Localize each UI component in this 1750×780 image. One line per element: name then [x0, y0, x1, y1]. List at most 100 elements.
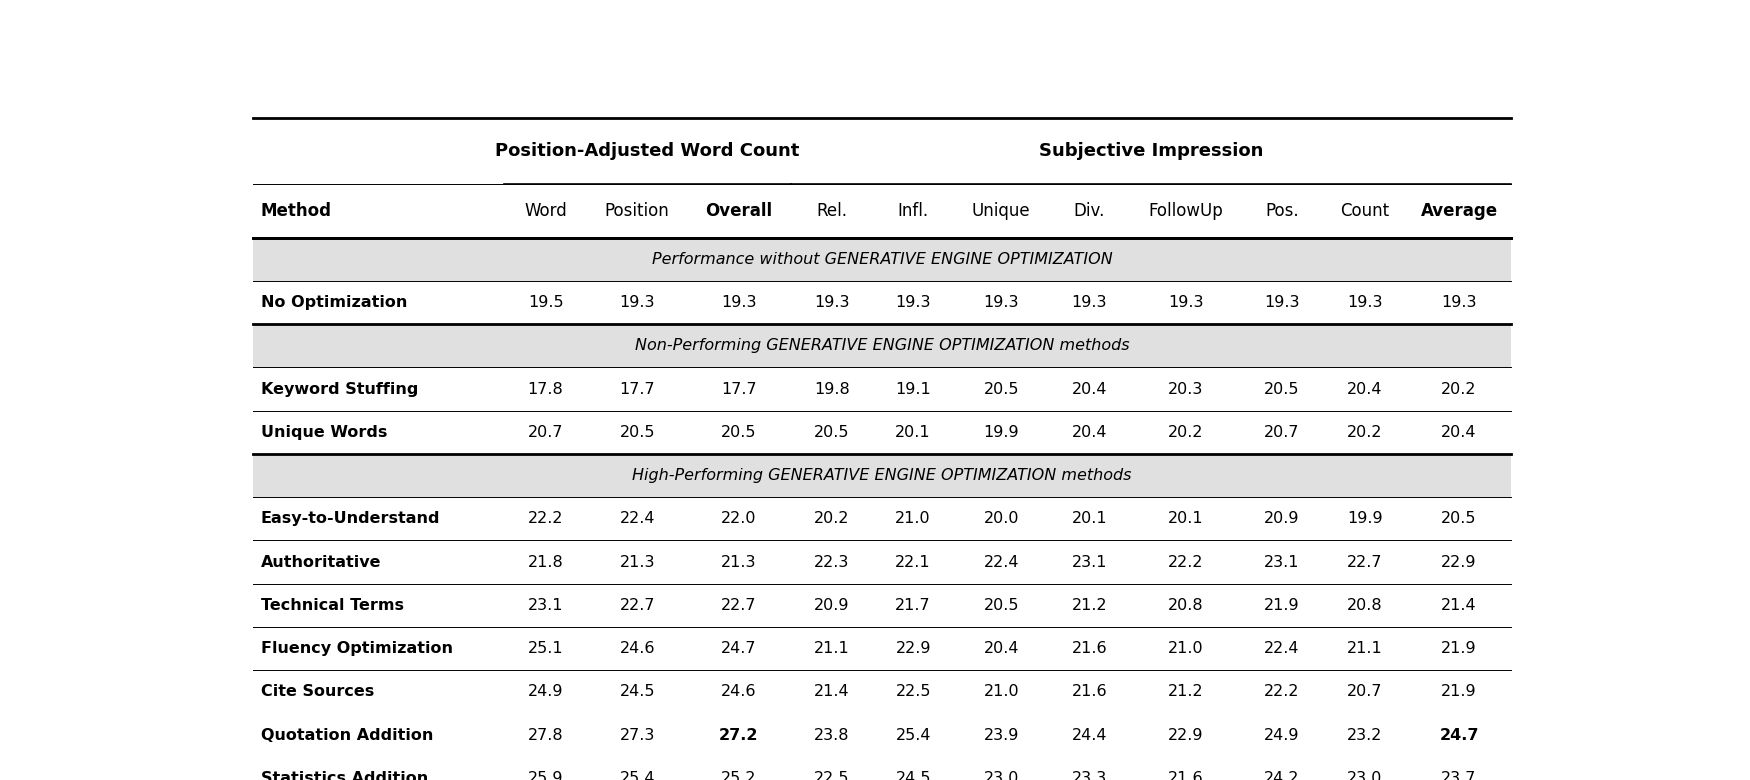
Text: Performance without GENERATIVE ENGINE OPTIMIZATION: Performance without GENERATIVE ENGINE OP…: [651, 252, 1113, 267]
Text: 20.1: 20.1: [1167, 512, 1204, 526]
Bar: [252, 541, 1512, 583]
Text: Unique Words: Unique Words: [261, 425, 387, 440]
Text: 20.5: 20.5: [814, 425, 849, 440]
Text: 24.5: 24.5: [620, 684, 654, 700]
Text: Pos.: Pos.: [1265, 202, 1298, 220]
Text: 24.5: 24.5: [896, 771, 931, 780]
Text: 23.1: 23.1: [528, 597, 564, 613]
Text: 24.7: 24.7: [1438, 728, 1479, 743]
Text: 22.9: 22.9: [1167, 728, 1204, 743]
Text: 21.9: 21.9: [1442, 684, 1477, 700]
Text: 20.4: 20.4: [1442, 425, 1477, 440]
Text: Authoritative: Authoritative: [261, 555, 382, 569]
Text: Easy-to-Understand: Easy-to-Understand: [261, 512, 441, 526]
Text: 19.8: 19.8: [814, 381, 850, 396]
Text: 20.5: 20.5: [721, 425, 756, 440]
Text: 21.9: 21.9: [1264, 597, 1300, 613]
Text: Subjective Impression: Subjective Impression: [1040, 142, 1264, 160]
Text: 22.5: 22.5: [896, 684, 931, 700]
Text: Position-Adjusted Word Count: Position-Adjusted Word Count: [495, 142, 800, 160]
Text: 20.8: 20.8: [1167, 597, 1204, 613]
Text: 25.2: 25.2: [721, 771, 756, 780]
Text: 20.7: 20.7: [1348, 684, 1382, 700]
Text: 21.6: 21.6: [1071, 641, 1108, 656]
Text: 19.3: 19.3: [984, 295, 1018, 310]
Text: 21.6: 21.6: [1167, 771, 1204, 780]
Text: 17.8: 17.8: [528, 381, 564, 396]
Text: 20.2: 20.2: [1167, 425, 1204, 440]
Bar: [252, 454, 1512, 497]
Text: 22.2: 22.2: [1167, 555, 1204, 569]
Text: 20.5: 20.5: [1442, 512, 1477, 526]
Text: 24.9: 24.9: [528, 684, 564, 700]
Text: 19.3: 19.3: [896, 295, 931, 310]
Text: 19.3: 19.3: [1442, 295, 1477, 310]
Text: 22.7: 22.7: [620, 597, 654, 613]
Text: 17.7: 17.7: [721, 381, 756, 396]
Text: 19.3: 19.3: [1167, 295, 1204, 310]
Text: 20.4: 20.4: [984, 641, 1018, 656]
Text: 21.2: 21.2: [1071, 597, 1108, 613]
Text: 22.7: 22.7: [1348, 555, 1382, 569]
Text: 24.4: 24.4: [1071, 728, 1108, 743]
Text: Statistics Addition: Statistics Addition: [261, 771, 429, 780]
Text: 20.8: 20.8: [1348, 597, 1382, 613]
Text: FollowUp: FollowUp: [1148, 202, 1223, 220]
Text: 20.0: 20.0: [984, 512, 1018, 526]
Text: Fluency Optimization: Fluency Optimization: [261, 641, 453, 656]
Text: 17.7: 17.7: [620, 381, 654, 396]
Text: 21.9: 21.9: [1442, 641, 1477, 656]
Text: Method: Method: [261, 202, 332, 220]
Bar: [252, 714, 1512, 757]
Text: 20.4: 20.4: [1071, 381, 1108, 396]
Text: 20.1: 20.1: [896, 425, 931, 440]
Text: Infl.: Infl.: [898, 202, 929, 220]
Text: 23.3: 23.3: [1071, 771, 1108, 780]
Text: Keyword Stuffing: Keyword Stuffing: [261, 381, 418, 396]
Text: 22.7: 22.7: [721, 597, 756, 613]
Text: 24.6: 24.6: [721, 684, 756, 700]
Text: Technical Terms: Technical Terms: [261, 597, 404, 613]
Text: 19.3: 19.3: [1071, 295, 1108, 310]
Bar: [252, 184, 1512, 238]
Text: 20.2: 20.2: [1442, 381, 1477, 396]
Text: Non-Performing GENERATIVE ENGINE OPTIMIZATION methods: Non-Performing GENERATIVE ENGINE OPTIMIZ…: [635, 339, 1129, 353]
Bar: [252, 670, 1512, 714]
Text: 20.9: 20.9: [1264, 512, 1300, 526]
Text: Rel.: Rel.: [816, 202, 847, 220]
Text: 20.7: 20.7: [1264, 425, 1300, 440]
Text: 24.6: 24.6: [620, 641, 654, 656]
Text: 20.4: 20.4: [1348, 381, 1382, 396]
Text: 25.1: 25.1: [528, 641, 564, 656]
Text: Div.: Div.: [1074, 202, 1106, 220]
Text: Cite Sources: Cite Sources: [261, 684, 374, 700]
Text: 20.4: 20.4: [1071, 425, 1108, 440]
Bar: [252, 238, 1512, 281]
Text: 19.5: 19.5: [528, 295, 564, 310]
Text: 21.3: 21.3: [721, 555, 756, 569]
Text: 21.8: 21.8: [528, 555, 564, 569]
Text: 22.1: 22.1: [896, 555, 931, 569]
Text: Overall: Overall: [705, 202, 772, 220]
Text: 22.9: 22.9: [896, 641, 931, 656]
Text: 20.5: 20.5: [620, 425, 654, 440]
Text: 23.9: 23.9: [984, 728, 1018, 743]
Text: 22.5: 22.5: [814, 771, 849, 780]
Text: 19.9: 19.9: [984, 425, 1018, 440]
Text: 19.3: 19.3: [721, 295, 756, 310]
Text: 20.2: 20.2: [1348, 425, 1382, 440]
Text: Quotation Addition: Quotation Addition: [261, 728, 434, 743]
Text: 20.9: 20.9: [814, 597, 849, 613]
Text: 20.1: 20.1: [1071, 512, 1108, 526]
Text: 21.0: 21.0: [984, 684, 1018, 700]
Bar: [252, 627, 1512, 670]
Bar: [252, 367, 1512, 411]
Text: 20.5: 20.5: [984, 381, 1018, 396]
Text: Word: Word: [525, 202, 567, 220]
Text: 27.2: 27.2: [719, 728, 758, 743]
Text: 21.2: 21.2: [1167, 684, 1204, 700]
Text: 23.0: 23.0: [1348, 771, 1382, 780]
Text: 21.1: 21.1: [814, 641, 850, 656]
Text: No Optimization: No Optimization: [261, 295, 408, 310]
Text: High-Performing GENERATIVE ENGINE OPTIMIZATION methods: High-Performing GENERATIVE ENGINE OPTIMI…: [632, 468, 1132, 483]
